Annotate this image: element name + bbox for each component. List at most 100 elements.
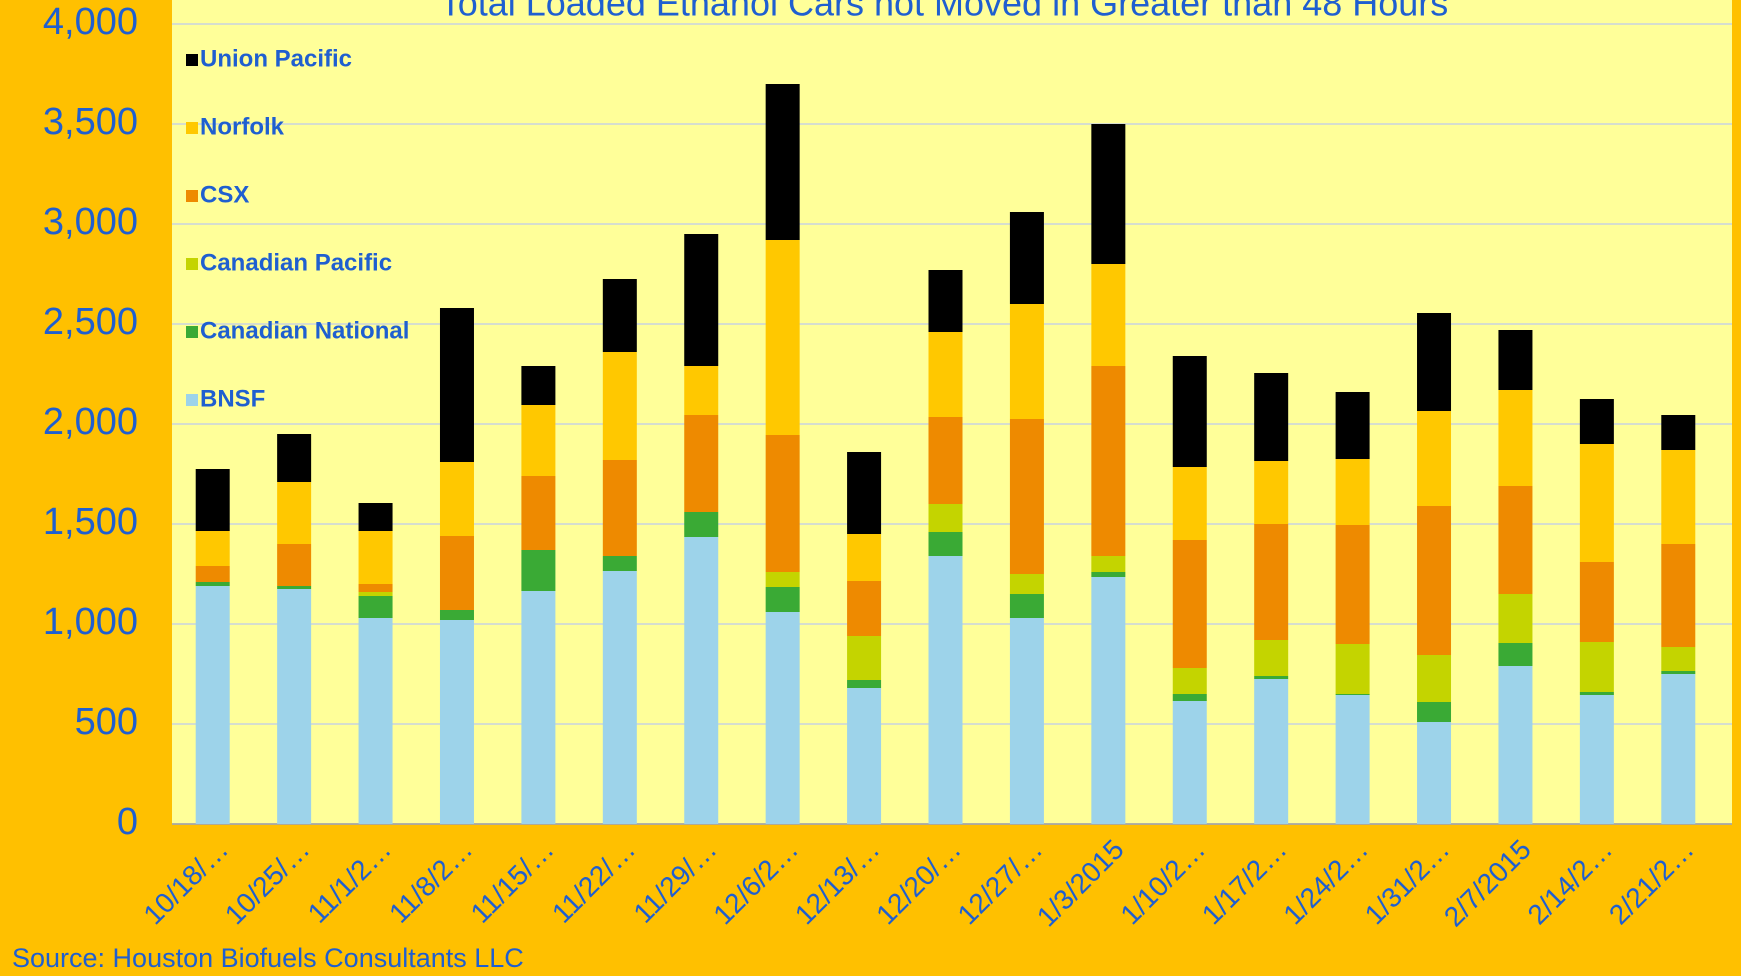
bar-segment <box>195 566 230 582</box>
bar-segment <box>765 572 800 587</box>
bar-segment <box>521 550 556 591</box>
bar-segment <box>1335 694 1370 695</box>
bar-segment <box>521 366 556 405</box>
bar-segment <box>1417 313 1452 411</box>
bar-segment <box>358 584 393 592</box>
legend-label: Canadian Pacific <box>200 249 392 276</box>
bar-segment <box>358 592 393 596</box>
bar-segment <box>1335 392 1370 459</box>
bar-segment <box>1579 695 1614 824</box>
bar-segment <box>1579 444 1614 562</box>
bar-segment <box>847 636 882 680</box>
chart-title: Total Loaded Ethanol Cars not Moved in G… <box>440 0 1449 24</box>
legend-label: CSX <box>200 181 249 208</box>
bar-segment <box>1009 618 1044 824</box>
y-tick-label: 0 <box>117 801 138 843</box>
legend-swatch <box>186 54 198 66</box>
bar-segment <box>928 556 963 824</box>
bar-segment <box>1091 264 1126 366</box>
bar-segment <box>277 544 312 586</box>
bar-segment <box>1335 525 1370 644</box>
bar-segment <box>277 589 312 824</box>
bar-segment <box>847 680 882 688</box>
y-tick-label: 2,500 <box>43 301 138 343</box>
bar-segment <box>195 582 230 586</box>
bar-segment <box>1661 671 1696 674</box>
legend-swatch <box>186 258 198 270</box>
bar-segment <box>1009 574 1044 594</box>
y-tick-label: 3,500 <box>43 101 138 143</box>
bar-segment <box>358 503 393 531</box>
legend-swatch <box>186 122 198 134</box>
bar-segment <box>928 417 963 504</box>
bar-segment <box>1417 655 1452 702</box>
bar-segment <box>1498 330 1533 390</box>
bar-segment <box>439 610 474 620</box>
legend-label: BNSF <box>200 385 265 412</box>
bar-segment <box>928 504 963 532</box>
bar-segment <box>602 556 637 571</box>
bar-segment <box>1254 461 1289 524</box>
bar-segment <box>1254 640 1289 676</box>
bar-segment <box>684 512 719 537</box>
bar-segment <box>439 462 474 536</box>
bar-segment <box>765 612 800 824</box>
bar-segment <box>1417 702 1452 722</box>
bar-segment <box>684 234 719 366</box>
bar-segment <box>195 469 230 531</box>
bar-segment <box>439 620 474 824</box>
bar-segment <box>928 270 963 332</box>
bar-segment <box>1498 390 1533 486</box>
bar-segment <box>602 460 637 556</box>
bar-segment <box>1172 694 1207 701</box>
bar-segment <box>439 308 474 462</box>
bar-segment <box>1661 647 1696 671</box>
bar-segment <box>1661 544 1696 647</box>
legend-swatch <box>186 190 198 202</box>
legend-label: Union Pacific <box>200 45 352 72</box>
bar-segment <box>602 571 637 824</box>
bar-segment <box>1417 411 1452 506</box>
y-tick-label: 500 <box>75 701 138 743</box>
bar-segment <box>1172 701 1207 824</box>
bar-segment <box>1009 212 1044 304</box>
bar-segment <box>1579 399 1614 444</box>
legend-swatch <box>186 394 198 406</box>
bar-segment <box>195 586 230 824</box>
bar-segment <box>1498 643 1533 666</box>
bar-segment <box>847 452 882 534</box>
bar-segment <box>195 531 230 566</box>
y-tick-label: 2,000 <box>43 401 138 443</box>
y-tick-label: 3,000 <box>43 201 138 243</box>
bar-segment <box>1172 668 1207 694</box>
bar-segment <box>277 434 312 482</box>
y-tick-label: 1,000 <box>43 601 138 643</box>
bar-segment <box>847 688 882 824</box>
bar-segment <box>684 366 719 415</box>
bar-segment <box>1661 450 1696 544</box>
bar-segment <box>1661 674 1696 824</box>
bar-segment <box>765 240 800 435</box>
bar-segment <box>684 537 719 824</box>
bar-segment <box>1417 722 1452 824</box>
bar-segment <box>1335 695 1370 824</box>
bar-segment <box>765 587 800 612</box>
bar-segment <box>521 405 556 476</box>
bar-segment <box>1009 594 1044 618</box>
y-tick-label: 4,000 <box>43 1 138 43</box>
bar-segment <box>1091 366 1126 556</box>
bar-segment <box>439 536 474 610</box>
bar-segment <box>1091 124 1126 264</box>
bar-segment <box>602 352 637 460</box>
bar-segment <box>1579 692 1614 695</box>
bar-segment <box>1661 415 1696 450</box>
bar-segment <box>847 581 882 636</box>
bar-segment <box>1091 556 1126 572</box>
bar-segment <box>1172 356 1207 467</box>
bar-segment <box>358 618 393 824</box>
legend-swatch <box>186 326 198 338</box>
legend-label: Norfolk <box>200 113 285 140</box>
bar-segment <box>1172 540 1207 668</box>
bar-segment <box>1498 594 1533 643</box>
bar-segment <box>1335 459 1370 525</box>
